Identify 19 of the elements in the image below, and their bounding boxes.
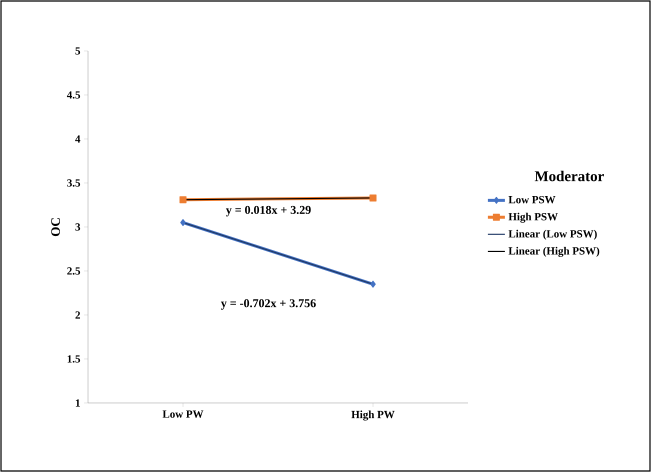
y-axis-title: OC <box>51 218 60 236</box>
legend-label: Linear (Low PSW) <box>508 230 597 240</box>
legend-title: Moderator <box>534 170 604 182</box>
y-tick-label: 4 <box>75 135 80 143</box>
y-tick-label: 3.5 <box>67 179 80 187</box>
y-tick-label: 5 <box>75 47 80 55</box>
y-tick-label: 4.5 <box>66 91 80 99</box>
legend-label: Linear (High PSW) <box>508 246 600 257</box>
annotation: y = 0.018x + 3.29 <box>226 206 311 216</box>
y-tick-label: 1 <box>76 399 80 407</box>
x-tick-label: Low PW <box>162 410 204 418</box>
annotation: y = -0.702x + 3.756 <box>220 299 316 310</box>
legend-label: High PSW <box>508 212 558 223</box>
y-tick-label: 2 <box>75 311 80 319</box>
x-tick-label: High PW <box>351 410 395 421</box>
y-tick-label: 1.5 <box>68 355 80 363</box>
legend-label: Low PSW <box>508 196 556 204</box>
y-tick-label: 2.5 <box>67 267 80 275</box>
y-tick-label: 3 <box>75 223 80 231</box>
